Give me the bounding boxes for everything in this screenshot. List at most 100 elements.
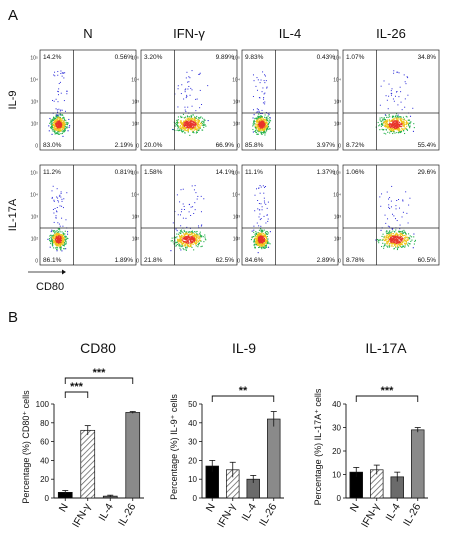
event-dot (190, 236, 192, 238)
event-dot (61, 125, 63, 127)
event-dot (185, 237, 187, 240)
event-dot (403, 124, 405, 127)
event-dot (55, 239, 57, 241)
event-dot (178, 232, 180, 234)
event-dot (267, 243, 269, 245)
event-dot (385, 129, 387, 131)
event-dot (254, 238, 256, 240)
event-dot (193, 126, 195, 128)
event-dot (404, 128, 406, 130)
event-dot (186, 124, 188, 126)
event-dot (262, 239, 264, 241)
event-dot (261, 120, 263, 122)
event-dot (262, 124, 264, 126)
event-dot (186, 240, 188, 243)
event-dot (47, 238, 49, 240)
event-dot (185, 238, 187, 240)
event-dot (53, 117, 55, 119)
event-dot (57, 233, 59, 235)
event-dot (179, 236, 181, 238)
y-tick-label: 0 (237, 259, 240, 265)
event-dot (58, 128, 60, 130)
event-dot (404, 98, 406, 100)
event-dot (269, 117, 271, 119)
event-dot (253, 119, 255, 122)
event-dot (259, 117, 261, 119)
event-dot (408, 126, 411, 128)
event-dot (180, 242, 182, 244)
y-tick-label: 10² (233, 237, 241, 243)
event-dot (400, 118, 402, 120)
y-tick-label: 10⁵ (131, 56, 139, 62)
event-dot (186, 120, 189, 122)
event-dot (185, 233, 187, 235)
event-dot (56, 249, 58, 251)
event-dot (65, 123, 67, 125)
event-dot (257, 240, 259, 242)
event-dot (194, 116, 196, 118)
event-dot (261, 117, 263, 119)
event-dot (184, 236, 186, 238)
event-dot (395, 127, 397, 129)
event-dot (264, 124, 266, 126)
event-dot (59, 124, 61, 126)
event-dot (258, 113, 260, 115)
event-dot (260, 132, 262, 134)
event-dot (180, 234, 182, 236)
event-dot (394, 127, 396, 129)
event-dot (258, 216, 260, 218)
event-dot (263, 119, 265, 121)
event-dot (264, 126, 266, 128)
event-dot (61, 119, 63, 121)
event-dot (396, 128, 398, 130)
event-dot (61, 109, 63, 111)
event-dot (57, 90, 59, 92)
event-dot (204, 119, 206, 121)
event-dot (388, 232, 390, 234)
event-dot (403, 121, 405, 124)
event-dot (53, 247, 55, 249)
event-dot (195, 117, 197, 119)
event-dot (59, 245, 62, 247)
event-dot (394, 231, 396, 233)
event-dot (395, 124, 397, 126)
event-dot (405, 236, 407, 239)
event-dot (395, 114, 397, 117)
event-dot (192, 127, 194, 129)
event-dot (385, 120, 387, 122)
event-dot (202, 129, 204, 131)
event-dot (258, 234, 260, 236)
event-dot (62, 238, 64, 240)
event-dot (63, 131, 65, 133)
event-dot (405, 235, 407, 237)
event-dot (57, 241, 59, 243)
category-label: IFN-γ (215, 501, 239, 530)
event-dot (260, 238, 263, 240)
event-dot (267, 218, 269, 220)
y-tick-label: 40 (40, 456, 49, 465)
event-dot (261, 242, 263, 244)
event-dot (391, 94, 393, 96)
event-dot (395, 245, 397, 248)
event-dot (405, 127, 407, 129)
event-dot (393, 125, 395, 127)
event-dot (184, 245, 187, 247)
event-dot (191, 234, 193, 236)
event-dot (55, 129, 57, 131)
event-dot (399, 124, 401, 127)
event-dot (57, 71, 59, 73)
row-label: IL-9 (7, 91, 19, 110)
event-dot (257, 125, 259, 127)
event-dot (389, 197, 391, 199)
event-dot (65, 126, 68, 128)
event-dot (55, 242, 57, 244)
event-dot (52, 235, 54, 237)
category-label: IL-26 (401, 501, 423, 528)
event-dot (53, 100, 55, 102)
event-dot (397, 129, 399, 131)
event-dot (187, 241, 189, 243)
event-dot (63, 127, 65, 129)
event-dot (387, 131, 389, 133)
